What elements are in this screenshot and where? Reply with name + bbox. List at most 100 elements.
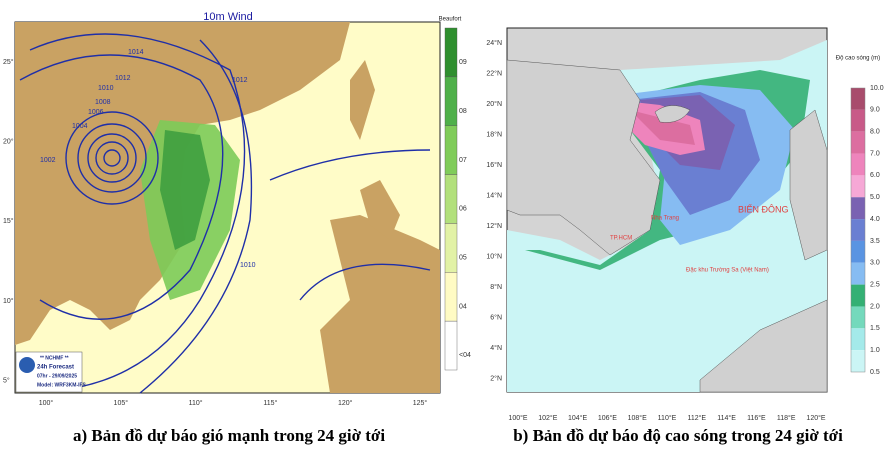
colorbar-title: Độ cao sóng (m) — [836, 56, 880, 62]
lat-label: 6°N — [490, 313, 502, 321]
lon-label: 110° — [189, 399, 203, 407]
info-text: ** NCHMF ** — [40, 355, 69, 361]
place-label: TP.HCM — [610, 236, 632, 242]
lon-label: 100° — [39, 399, 54, 407]
colorbar-segment — [851, 131, 865, 154]
colorbar-segment — [851, 284, 865, 307]
lon-label: 120°E — [806, 414, 825, 422]
colorbar-segment — [851, 153, 865, 176]
lon-label: 118°E — [777, 414, 796, 422]
colorbar-frame — [850, 87, 866, 373]
colorbar-title: Beaufort — [439, 17, 462, 23]
colorbar-label: 09 — [459, 59, 467, 66]
colorbar-label: 3.0 — [870, 260, 880, 267]
colorbar-segment — [444, 27, 458, 78]
lat-label: 20°N — [486, 100, 502, 108]
lon-label: 115° — [263, 399, 277, 407]
info-text: Model: WRF3KM-IFS — [37, 382, 87, 388]
colorbar-segment — [851, 262, 865, 285]
colorbar-label: 2.5 — [870, 281, 880, 288]
colorbar-segment — [851, 109, 865, 132]
lon-label: 100°E — [508, 414, 527, 422]
colorbar-label: 0.5 — [870, 369, 880, 376]
colorbar-segment — [851, 328, 865, 351]
isobar-label: 1012 — [232, 77, 248, 84]
place-label: Nha Trang — [651, 216, 679, 222]
lon-label: 116°E — [747, 414, 766, 422]
isobar-label: 1004 — [72, 123, 88, 130]
lat-label: 8°N — [490, 283, 502, 291]
colorbar-label: 04 — [459, 303, 467, 310]
colorbar-segment — [444, 125, 458, 175]
lon-label: 125° — [413, 399, 428, 407]
lat-label: 14°N — [486, 191, 502, 199]
colorbar-segment — [851, 350, 865, 372]
lon-label: 108°E — [628, 414, 647, 422]
colorbar-segment — [444, 174, 458, 224]
colorbar-label: 2.0 — [870, 303, 880, 310]
colorbar-label: 7.0 — [870, 150, 880, 157]
info-text: 24h Forecast — [37, 365, 74, 371]
lat-label: 20° — [3, 138, 14, 146]
lon-label: 114°E — [717, 414, 736, 422]
colorbar-label: 8.0 — [870, 129, 880, 136]
lon-label: 102°E — [538, 414, 557, 422]
lat-label: 10° — [3, 297, 14, 305]
lat-label: 4°N — [490, 344, 502, 352]
colorbar-label: 4.0 — [870, 216, 880, 223]
colorbar-segment — [851, 88, 865, 110]
lat-label: 18°N — [486, 130, 502, 138]
isobar-label: 1006 — [88, 109, 104, 116]
isobar-label: 1010 — [98, 85, 114, 92]
isobar-label: 1002 — [40, 157, 56, 164]
lon-label: 105° — [114, 399, 129, 407]
colorbar-segment — [444, 272, 458, 322]
colorbar-label: <04 — [459, 352, 471, 359]
wave-map — [506, 27, 828, 393]
colorbar-label: 9.0 — [870, 107, 880, 114]
lon-label: 112°E — [687, 414, 706, 422]
lat-label: 25° — [3, 58, 14, 66]
info-text: 07hr - 29/09/2025 — [37, 373, 77, 379]
colorbar-segment — [851, 219, 865, 241]
lon-label: 110°E — [658, 414, 677, 422]
colorbar-segment — [444, 320, 458, 371]
isobar-label: 1012 — [115, 75, 131, 82]
colorbar-label: 1.0 — [870, 347, 880, 354]
lat-label: 16°N — [486, 161, 502, 169]
lon-label: 120° — [338, 399, 353, 407]
wind-map — [14, 21, 441, 394]
place-label: BIỂN ĐÔNG — [738, 203, 789, 214]
map-title: 10m Wind — [203, 11, 253, 23]
caption: b) Bản đồ dự báo độ cao sóng trong 24 gi… — [513, 426, 843, 445]
colorbar-label: 07 — [459, 157, 467, 164]
caption: a) Bản đồ dự báo gió mạnh trong 24 giờ t… — [73, 426, 385, 445]
colorbar-segment — [851, 175, 865, 198]
colorbar-label: 3.5 — [870, 238, 880, 245]
isobar-label: 1014 — [128, 49, 144, 56]
lat-label: 2°N — [490, 374, 502, 382]
colorbar-label: 5.0 — [870, 194, 880, 201]
lat-label: 5° — [3, 377, 10, 385]
colorbar-label: 10.0 — [870, 85, 884, 92]
lat-label: 24°N — [486, 39, 502, 47]
colorbar-segment — [444, 76, 458, 126]
colorbar-segment — [851, 197, 865, 220]
lat-label: 12°N — [486, 222, 502, 230]
lon-label: 104°E — [568, 414, 587, 422]
colorbar-segment — [851, 306, 865, 329]
lon-label: 106°E — [598, 414, 617, 422]
isobar-label: 1008 — [95, 99, 111, 106]
lat-label: 10°N — [486, 252, 502, 260]
colorbar-label: 08 — [459, 108, 467, 115]
lat-label: 22°N — [486, 69, 502, 77]
place-label: Đặc khu Trường Sa (Việt Nam) — [686, 268, 769, 274]
lat-label: 15° — [3, 217, 14, 225]
colorbar-label: 06 — [459, 206, 467, 213]
colorbar-label: 05 — [459, 254, 467, 261]
colorbar-label: 6.0 — [870, 172, 880, 179]
isobar-label: 1010 — [240, 262, 256, 269]
colorbar-label: 1.5 — [870, 325, 880, 332]
colorbar-segment — [444, 223, 458, 273]
